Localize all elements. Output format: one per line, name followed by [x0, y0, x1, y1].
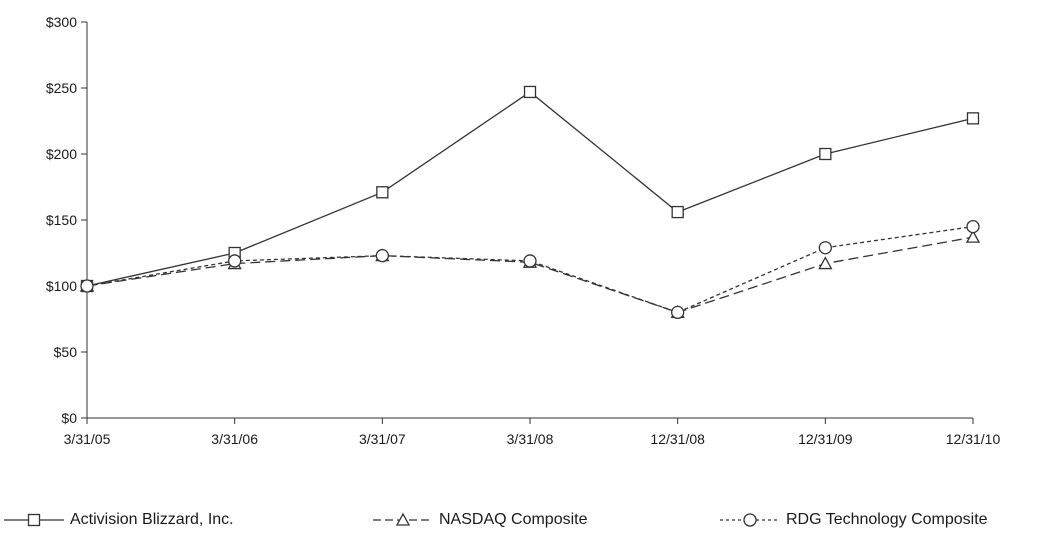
- legend-item: NASDAQ Composite: [373, 500, 588, 540]
- series-2-point: [966, 219, 980, 234]
- y-tick-label: $100: [46, 278, 77, 294]
- legend-swatch-icon: [4, 513, 64, 527]
- x-tick-label: 12/31/09: [798, 431, 853, 447]
- y-tick-label: $150: [46, 212, 77, 228]
- series-2-point: [523, 254, 537, 268]
- legend-label: RDG Technology Composite: [786, 511, 988, 528]
- performance-line-chart: $0 $50 $100 $150 $200 $250 $300 3/31/05 3/31/06 3…: [46, 14, 1001, 447]
- y-tick-label: $300: [46, 14, 77, 30]
- x-tick-label: 3/31/05: [64, 431, 111, 447]
- series-2-point: [375, 248, 389, 263]
- legend-item: RDG Technology Composite: [720, 500, 988, 540]
- series-0-point: [819, 147, 832, 161]
- series-0-point: [671, 205, 684, 219]
- series-1-point: [818, 256, 833, 270]
- series-2-point: [671, 305, 685, 320]
- legend-item: Activision Blizzard, Inc.: [4, 500, 234, 540]
- x-tick-label: 3/31/08: [507, 431, 554, 447]
- legend-label: NASDAQ Composite: [439, 511, 588, 528]
- legend-label: Activision Blizzard, Inc.: [70, 511, 234, 528]
- x-tick-label: 3/31/06: [211, 431, 258, 447]
- series-line-2: [86, 225, 974, 314]
- y-tick-label: $250: [46, 80, 77, 96]
- series-2-point: [818, 241, 832, 255]
- series-2-point: [228, 254, 242, 268]
- y-tick-label: $200: [46, 146, 77, 162]
- chart-legend: Activision Blizzard, Inc. NASDAQ Composit…: [0, 500, 1043, 540]
- legend-swatch-icon: [373, 512, 433, 526]
- series-0-point: [376, 186, 389, 199]
- legend-swatch-icon: [720, 513, 780, 527]
- series-0-point: [523, 85, 537, 99]
- x-tick-label: 12/31/10: [946, 431, 1001, 447]
- series-1-point: [965, 229, 981, 243]
- series-0-point: [966, 112, 980, 125]
- y-tick-label: $50: [54, 344, 78, 360]
- chart-canvas: $0 $50 $100 $150 $200 $250 $300 3/31/05 3/31/06 3…: [46, 14, 1001, 447]
- series-2-point: [80, 279, 94, 293]
- y-tick-label: $0: [61, 410, 77, 426]
- x-tick-label: 3/31/07: [359, 431, 406, 447]
- series-line-1: [86, 236, 974, 314]
- x-tick-label: 12/31/08: [650, 431, 705, 447]
